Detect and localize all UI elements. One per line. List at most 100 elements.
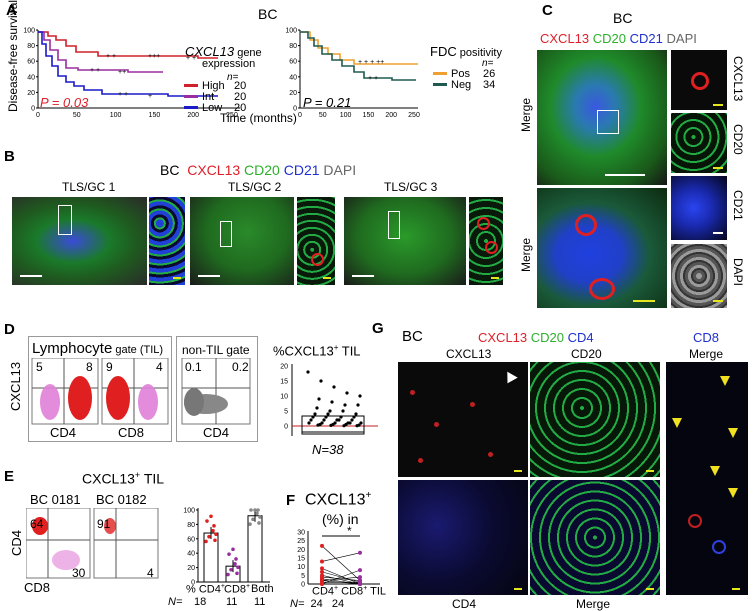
km2-legend: Pos 26 Neg 34 bbox=[433, 68, 495, 91]
panel-f-letter: F bbox=[286, 492, 296, 509]
y-tick-label: 0 bbox=[31, 106, 35, 113]
panel-c-cd21-channel bbox=[671, 176, 727, 240]
panel-b-stain-legend: BC CXCL13 CD20 CD21 DAPI bbox=[160, 162, 357, 178]
flow-xlabel-cd8: CD8 bbox=[118, 425, 145, 440]
data-point bbox=[328, 409, 332, 413]
scale-bar bbox=[491, 277, 499, 279]
data-point bbox=[326, 412, 330, 416]
panel-f-subtitle: (%) in bbox=[322, 511, 359, 527]
pair-line bbox=[321, 545, 361, 581]
km-neg-curve bbox=[300, 31, 416, 81]
y-tick-label: 80 bbox=[27, 43, 35, 50]
scale-bar bbox=[198, 275, 220, 277]
data-point bbox=[256, 508, 260, 512]
y-tick-label: 0 bbox=[191, 580, 195, 587]
g-bottom-label-merge: Merge bbox=[576, 597, 611, 611]
panel-c-side-label-dapi: DAPI bbox=[731, 258, 745, 287]
e-n-prefix: N= bbox=[168, 596, 183, 608]
y-tick-label: 15 bbox=[280, 379, 288, 386]
g-cd8-merge-column bbox=[666, 362, 748, 595]
legend-swatch bbox=[433, 83, 447, 86]
data-point bbox=[257, 521, 261, 525]
panel-c-overview-image bbox=[537, 50, 667, 185]
data-point bbox=[205, 519, 209, 523]
cxcl13-cell bbox=[575, 214, 597, 236]
panel-f-significance: * bbox=[347, 524, 352, 538]
data-point bbox=[255, 511, 259, 516]
data-point bbox=[249, 508, 253, 512]
flow-q2-right: 4 bbox=[156, 360, 163, 374]
svg-text:+++: +++ bbox=[148, 53, 160, 60]
y-tick-label: 20 bbox=[297, 547, 305, 554]
g-col-label-merge: Merge bbox=[689, 347, 724, 361]
lymphocyte-gate-frame bbox=[28, 336, 172, 442]
x-tick-label: 150 bbox=[363, 112, 375, 118]
panel-c-cxcl13-channel bbox=[671, 50, 727, 110]
data-point bbox=[226, 572, 230, 577]
pair-line bbox=[321, 568, 361, 585]
y-tick-label: 0 bbox=[284, 424, 288, 431]
pair-line bbox=[321, 569, 361, 585]
data-point bbox=[354, 412, 358, 416]
data-point bbox=[313, 412, 317, 416]
e-n-cd4: 18 bbox=[194, 596, 207, 608]
panel-a-title: BC bbox=[258, 6, 278, 22]
scale-bar bbox=[646, 470, 654, 472]
data-point bbox=[316, 423, 320, 427]
e-n-both: 11 bbox=[254, 596, 266, 608]
y-tick-label: 20 bbox=[280, 364, 288, 371]
data-point bbox=[233, 561, 237, 566]
data-point bbox=[320, 566, 324, 571]
panel-e-letter: E bbox=[4, 468, 15, 485]
y-tick-label: 10 bbox=[280, 394, 288, 401]
scale-bar bbox=[713, 167, 723, 169]
svg-text:+ +: + + bbox=[368, 75, 378, 82]
panel-g-bc: BC bbox=[402, 328, 423, 345]
data-point bbox=[251, 517, 255, 522]
svg-text:++: ++ bbox=[118, 69, 126, 76]
tls-gc-3-image bbox=[344, 197, 466, 285]
data-point bbox=[212, 524, 216, 528]
data-point bbox=[320, 582, 324, 586]
data-point bbox=[317, 397, 321, 401]
panel-c-side-label-cd21: CD21 bbox=[731, 190, 745, 221]
data-point bbox=[343, 403, 347, 407]
scale-bar bbox=[713, 104, 723, 106]
panel-g-letter: G bbox=[372, 320, 384, 337]
data-point bbox=[345, 391, 349, 395]
y-tick-label: 0 bbox=[301, 582, 305, 589]
panel-a-xlabel: Time (months) bbox=[220, 111, 297, 125]
non-til-q-right: 0.2 bbox=[232, 360, 249, 374]
pair-line bbox=[321, 576, 361, 581]
data-point bbox=[358, 550, 362, 555]
data-point bbox=[350, 418, 354, 422]
zoom-box bbox=[58, 205, 72, 235]
legend-swatch bbox=[433, 72, 447, 75]
scale-bar bbox=[514, 588, 522, 590]
legend-swatch bbox=[184, 84, 198, 87]
data-point bbox=[306, 370, 310, 374]
km1-n-label: n= bbox=[227, 72, 239, 83]
panel-c-merge-label: Merge bbox=[519, 97, 533, 132]
data-point bbox=[253, 508, 257, 512]
y-tick-label: 40 bbox=[289, 74, 297, 81]
km2-legend-title: FDC positivity bbox=[430, 44, 502, 59]
km1-legend: High 20 Int 20 Low 20 bbox=[184, 80, 247, 114]
y-tick-label: 15 bbox=[297, 556, 305, 563]
legend-entry: Low 20 bbox=[184, 101, 247, 114]
tls-gc-3-label: TLS/GC 3 bbox=[384, 180, 438, 194]
data-point bbox=[315, 406, 319, 410]
panel-e-bar-chart: 100 80 60 40 20 0 bbox=[183, 508, 270, 587]
e-flow1-q-left: 64 bbox=[30, 517, 44, 531]
lymphocyte-gate-title: Lymphocyte gate (TIL) bbox=[32, 340, 164, 357]
svg-text:+ +: + + bbox=[118, 91, 128, 98]
non-til-q-left: 0.1 bbox=[185, 360, 202, 374]
panel-f-title: CXCL13+ bbox=[305, 490, 372, 509]
tls-gc-1-image bbox=[12, 197, 147, 285]
legend-n: 20 bbox=[234, 101, 247, 114]
legend-entry: Int 20 bbox=[184, 91, 246, 103]
e-cat-label-both: Both bbox=[251, 583, 274, 595]
zoom-box bbox=[220, 221, 232, 247]
x-tick-label: 200 bbox=[385, 112, 397, 118]
